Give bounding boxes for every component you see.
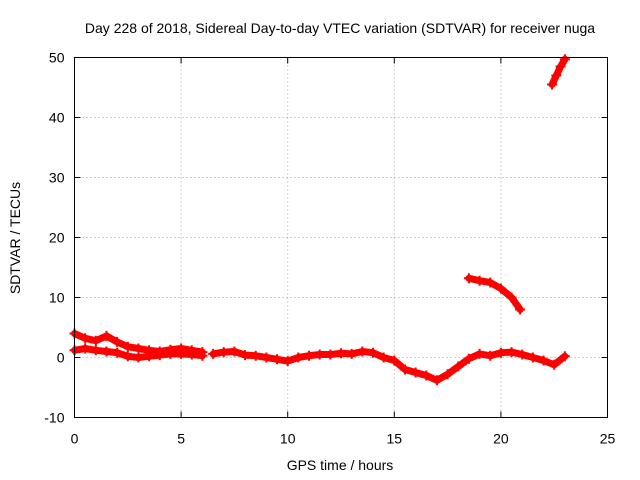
data-point bbox=[165, 348, 176, 359]
data-point bbox=[495, 283, 506, 294]
data-point bbox=[421, 370, 432, 381]
data-point bbox=[515, 304, 526, 315]
data-point bbox=[367, 347, 378, 358]
data-point bbox=[549, 359, 560, 370]
y-tick-label: 30 bbox=[49, 170, 65, 186]
data-point bbox=[112, 336, 123, 347]
grid bbox=[74, 57, 608, 418]
data-point bbox=[555, 61, 566, 72]
data-point bbox=[133, 343, 144, 354]
data-point bbox=[463, 353, 474, 364]
data-point bbox=[122, 351, 133, 362]
data-point bbox=[293, 352, 304, 363]
series-branch-top bbox=[548, 55, 569, 88]
data-point bbox=[122, 341, 133, 352]
data-point bbox=[431, 375, 442, 386]
data-point bbox=[551, 70, 562, 81]
data-point bbox=[250, 350, 261, 361]
data-point bbox=[176, 348, 187, 359]
y-axis-label: SDTVAR / TECUs bbox=[7, 182, 23, 294]
data-point bbox=[442, 369, 453, 380]
x-tick-label: 10 bbox=[280, 431, 296, 447]
data-point bbox=[474, 275, 485, 286]
y-tick-labels: -10 0 10 20 30 40 50 bbox=[44, 50, 64, 426]
data-point bbox=[154, 350, 165, 361]
data-point bbox=[101, 346, 112, 357]
data-point bbox=[336, 348, 346, 359]
x-axis-label: GPS time / hours bbox=[287, 457, 394, 473]
data-point bbox=[410, 367, 421, 378]
data-point bbox=[389, 355, 400, 366]
y-tick-label: 50 bbox=[49, 50, 65, 66]
data-point bbox=[538, 355, 549, 366]
data-point bbox=[229, 346, 240, 357]
chart-title: Day 228 of 2018, Sidereal Day-to-day VTE… bbox=[85, 20, 595, 36]
y-tick-label: 0 bbox=[57, 350, 65, 366]
data-point bbox=[80, 333, 91, 344]
data-point bbox=[325, 349, 336, 360]
data-point bbox=[208, 348, 219, 359]
data-point bbox=[112, 347, 123, 358]
data-point bbox=[463, 273, 474, 284]
data-point bbox=[90, 345, 101, 356]
data-point bbox=[282, 356, 293, 367]
data-point bbox=[495, 347, 506, 358]
data-point bbox=[559, 351, 570, 362]
y-tick-label: -10 bbox=[44, 410, 64, 426]
data-point bbox=[547, 79, 558, 90]
data-point bbox=[133, 352, 144, 363]
y-tick-label: 20 bbox=[49, 230, 65, 246]
series-main-trace-day bbox=[209, 348, 569, 384]
data-point bbox=[314, 349, 325, 360]
data-point bbox=[453, 361, 464, 372]
data-point bbox=[506, 347, 517, 358]
data-point bbox=[399, 364, 410, 375]
y-tick-label: 40 bbox=[49, 110, 65, 126]
x-tick-label: 15 bbox=[387, 431, 403, 447]
plot-frame bbox=[74, 57, 608, 418]
ticks bbox=[74, 57, 608, 418]
x-tick-label: 0 bbox=[71, 431, 79, 447]
x-tick-label: 5 bbox=[177, 431, 185, 447]
data-point bbox=[304, 350, 315, 361]
data-point bbox=[357, 346, 368, 357]
data-point bbox=[90, 335, 101, 346]
x-tick-label: 20 bbox=[493, 431, 509, 447]
data-point bbox=[261, 352, 272, 363]
series-group bbox=[69, 54, 570, 386]
data-point bbox=[378, 352, 389, 363]
data-point bbox=[144, 351, 155, 362]
data-point bbox=[272, 354, 283, 365]
x-tick-labels: 0 5 10 15 20 25 bbox=[71, 431, 616, 447]
data-point bbox=[240, 350, 251, 361]
data-point bbox=[346, 348, 357, 359]
y-tick-label: 10 bbox=[49, 290, 65, 306]
data-point bbox=[485, 350, 496, 361]
data-point bbox=[218, 347, 229, 358]
data-point bbox=[485, 277, 496, 288]
data-point bbox=[197, 350, 208, 361]
data-point bbox=[186, 349, 197, 360]
x-tick-label: 25 bbox=[600, 431, 616, 447]
data-point bbox=[517, 349, 528, 360]
data-point bbox=[80, 343, 91, 354]
data-point bbox=[506, 292, 517, 303]
data-point bbox=[527, 352, 538, 363]
data-point bbox=[101, 330, 112, 341]
data-point bbox=[474, 348, 485, 359]
data-point bbox=[559, 54, 570, 65]
